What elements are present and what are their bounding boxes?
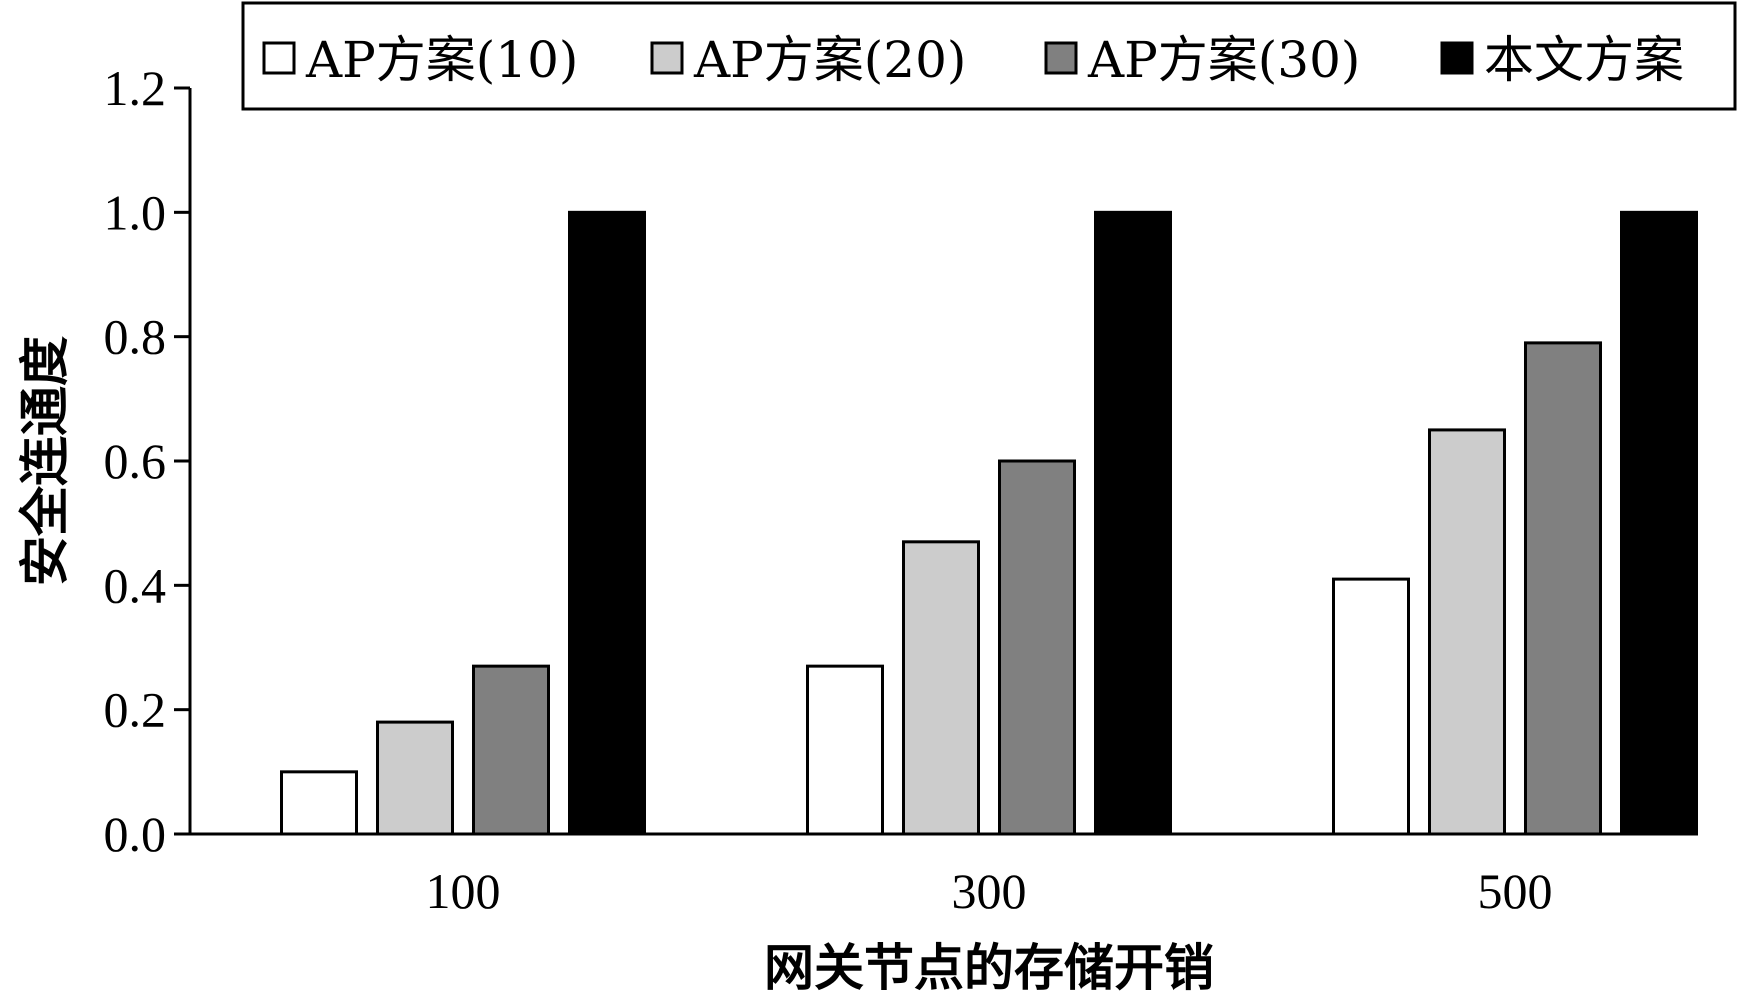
legend: AP方案(10) AP方案(20) AP方案(30) 本文方案: [241, 1, 1737, 111]
x-tick-label: 100: [426, 863, 501, 919]
bar-series-3-cat-2: [1620, 210, 1698, 836]
bar-series-2-cat-2: [1524, 341, 1602, 836]
y-tick-label: 1.2: [104, 60, 167, 116]
bar-series-0-cat-0: [280, 770, 358, 836]
bar-series-0-cat-1: [806, 664, 884, 836]
legend-label-2: AP方案(30): [1087, 31, 1360, 89]
x-tick-label: 500: [1478, 863, 1553, 919]
y-axis-title: 安全连通度: [15, 336, 74, 586]
y-tick-label: 0.0: [104, 806, 167, 862]
bar-series-3-cat-0: [568, 210, 646, 836]
y-tick-label: 1.0: [104, 184, 167, 240]
bar-series-1-cat-0: [376, 720, 454, 836]
legend-swatch-0: [262, 41, 296, 75]
y-tick-label: 0.2: [104, 682, 167, 738]
legend-frame: [241, 1, 1737, 111]
legend-swatch-2: [1044, 41, 1078, 75]
legend-label-3: 本文方案: [1484, 31, 1684, 89]
bars-group: [280, 210, 1698, 836]
bar-series-2-cat-1: [998, 459, 1076, 836]
bar-series-1-cat-2: [1428, 428, 1506, 836]
y-ticks-group: 0.0 0.2 0.4 0.6 0.8 1.0 1.2: [104, 60, 190, 862]
bar-series-2-cat-0: [472, 664, 550, 836]
bar-series-3-cat-1: [1094, 210, 1172, 836]
legend-swatch-3: [1440, 41, 1474, 75]
legend-label-1: AP方案(20): [693, 31, 966, 89]
x-ticks-group: 100 300 500: [426, 863, 1553, 919]
y-tick-label: 0.4: [104, 557, 167, 613]
bar-series-0-cat-2: [1332, 577, 1410, 836]
x-tick-label: 300: [952, 863, 1027, 919]
y-tick-label: 0.6: [104, 433, 167, 489]
legend-label-0: AP方案(10): [305, 31, 578, 89]
y-tick-label: 0.8: [104, 309, 167, 365]
legend-swatch-1: [650, 41, 684, 75]
x-axis-title: 网关节点的存储开销: [764, 938, 1214, 997]
bar-series-1-cat-1: [902, 540, 980, 836]
